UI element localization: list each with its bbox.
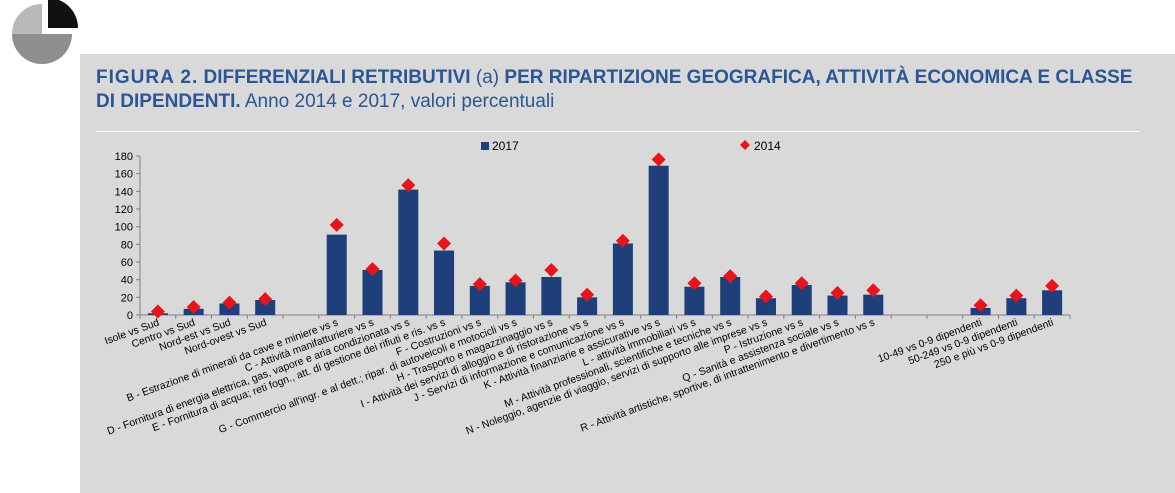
marker-2014 — [222, 295, 237, 310]
y-tick-label: 140 — [115, 186, 133, 198]
legend-label-2017: 2017 — [492, 139, 519, 153]
bar-2017 — [469, 285, 490, 315]
bars-2017 — [147, 165, 1063, 315]
figure-title-bold: DIFFERENZIALI RETRIBUTIVI — [203, 67, 471, 88]
y-tick-label: 160 — [115, 169, 133, 181]
bar-2017 — [791, 284, 812, 315]
pie-logo-icon — [12, 0, 78, 64]
chart-axes: 0 20 40 60 80 100 120 140 160 180 — [115, 151, 1071, 322]
marker-2014 — [1045, 278, 1060, 293]
y-tick-label: 60 — [121, 257, 133, 269]
marker-2014 — [544, 262, 559, 277]
y-tick-label: 100 — [115, 222, 133, 234]
marker-2014 — [651, 152, 666, 167]
bar-2017 — [398, 189, 419, 315]
bar-2017 — [612, 243, 633, 315]
bar-2017 — [577, 297, 598, 315]
publication-logo — [12, 0, 78, 64]
bar-2017 — [505, 282, 526, 315]
figure-title-line2: DI DIPENDENTI. Anno 2014 e 2017, valori … — [96, 90, 1156, 114]
marker-2014 — [401, 178, 416, 193]
bar-2017 — [434, 250, 455, 315]
marker-2014 — [437, 236, 452, 251]
title-divider — [96, 131, 1140, 132]
marker-2014 — [580, 287, 595, 302]
legend-swatch-2017 — [481, 142, 489, 150]
marker-2014 — [794, 276, 809, 291]
bar-2017 — [1042, 290, 1063, 315]
marker-2014 — [615, 233, 630, 248]
legend-swatch-2014 — [740, 140, 750, 150]
marker-2014 — [186, 300, 201, 315]
chart-legend: 2017 2014 — [481, 139, 781, 153]
marker-2014 — [830, 285, 845, 300]
figure-title-rest: PER RIPARTIZIONE GEOGRAFICA, ATTIVITÀ EC… — [504, 67, 1133, 88]
marker-2014 — [866, 283, 881, 298]
marker-2014 — [1009, 288, 1024, 303]
bar-2017 — [326, 234, 347, 315]
marker-2014 — [723, 269, 738, 284]
bar-2017 — [755, 298, 776, 315]
bar-2017 — [720, 277, 741, 315]
y-tick-label: 0 — [127, 310, 133, 322]
bar-2017 — [863, 294, 884, 315]
y-tick-label: 40 — [121, 275, 133, 287]
figure-subtitle: Anno 2014 e 2017, valori percentuali — [244, 91, 555, 112]
figure-title-note: (a) — [475, 67, 500, 88]
bar-2017 — [255, 299, 276, 315]
bar-2017 — [684, 286, 705, 315]
marker-2014 — [329, 217, 344, 232]
y-tick-label: 20 — [121, 292, 133, 304]
bar-2017 — [648, 165, 669, 315]
marker-2014 — [150, 304, 165, 319]
y-tick-label: 120 — [115, 204, 133, 216]
marker-2014 — [365, 262, 380, 277]
y-tick-label: 80 — [121, 239, 133, 251]
marker-2014 — [472, 277, 487, 292]
marker-2014 — [687, 276, 702, 291]
markers-2014 — [150, 152, 1060, 319]
bar-2017 — [541, 277, 562, 315]
marker-2014 — [758, 289, 773, 304]
bar-2017 — [362, 269, 383, 315]
y-tick-label: 180 — [115, 151, 133, 163]
marker-2014 — [973, 298, 988, 313]
bar-2017 — [1006, 298, 1027, 315]
marker-2014 — [508, 273, 523, 288]
marker-2014 — [258, 292, 273, 307]
figure-title-line2-bold: DI DIPENDENTI. — [96, 91, 241, 112]
figure-title: FIGURA 2. DIFFERENZIALI RETRIBUTIVI (a) … — [96, 66, 1156, 90]
legend-label-2014: 2014 — [754, 139, 781, 153]
bar-2017 — [827, 295, 848, 315]
figure-label: FIGURA 2. — [96, 67, 199, 88]
